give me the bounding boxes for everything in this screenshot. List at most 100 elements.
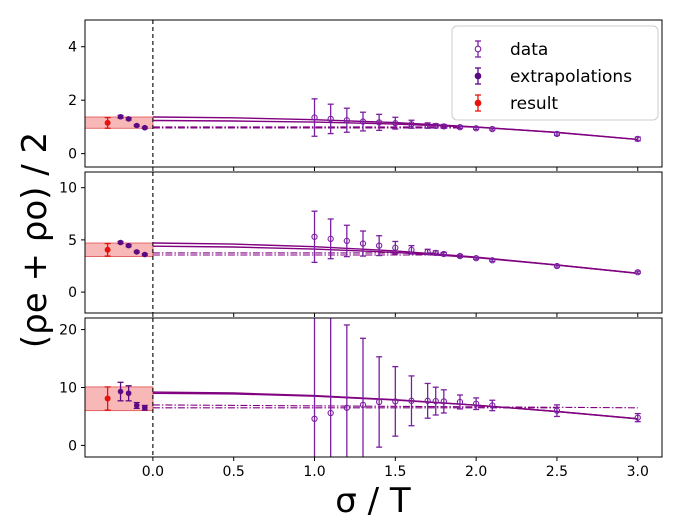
error-bar	[343, 107, 350, 133]
data-point	[440, 250, 447, 258]
extrapolation-point	[125, 116, 132, 122]
y-tick-label: 20	[59, 323, 77, 339]
error-bar	[440, 389, 447, 414]
data-point	[327, 409, 334, 417]
error-bar	[343, 324, 350, 457]
data-point	[489, 257, 496, 264]
data-point	[376, 119, 383, 126]
x-axis-label: σ / T	[335, 481, 411, 520]
data-point	[424, 397, 431, 404]
data-point	[432, 249, 439, 257]
y-tick-label: 5	[68, 233, 77, 249]
error-bar	[359, 111, 366, 132]
data-point	[392, 398, 399, 405]
extrapolation-point	[117, 113, 124, 120]
data-point	[311, 114, 318, 121]
extrapolation-point	[125, 390, 132, 397]
extrapolation-point	[117, 388, 124, 395]
x-tick-labels: 0.0 0.5 1.0 1.5 2.0 2.5 3.0	[142, 464, 649, 480]
data-point	[472, 125, 480, 132]
data-point	[472, 255, 480, 262]
panel-bottom: 0 10 20	[59, 317, 663, 461]
error-bar	[311, 210, 318, 263]
error-bar	[432, 386, 439, 416]
data-point	[392, 120, 399, 127]
extrapolation-point	[133, 122, 140, 129]
result-point	[104, 246, 111, 253]
plot-area	[85, 318, 662, 457]
extrapolation-point	[125, 242, 132, 249]
x-tick-label: 1.5	[384, 464, 406, 480]
legend-label-extrapolations: extrapolations	[510, 67, 632, 87]
data-point	[359, 401, 367, 409]
y-tick-label: 0	[68, 147, 77, 163]
data-point	[432, 122, 439, 129]
extrapolation-point	[142, 124, 148, 131]
legend-marker-data	[474, 40, 482, 58]
data-point	[424, 122, 431, 129]
result-point	[104, 395, 111, 402]
data-point	[440, 398, 447, 405]
x-tick-label: 2.5	[546, 464, 568, 480]
legend-marker-result	[474, 94, 482, 112]
error-bar	[311, 98, 318, 137]
data-point	[634, 135, 641, 143]
axes-frame	[84, 19, 663, 168]
data-point	[553, 407, 561, 414]
error-bar	[313, 318, 316, 457]
error-bar	[456, 394, 463, 410]
x-tick-label: 0.5	[223, 464, 245, 480]
data-point	[311, 415, 318, 422]
data-point	[408, 397, 415, 404]
extrapolation-point	[133, 402, 140, 409]
data-point	[392, 244, 399, 251]
legend-marker-dot	[474, 99, 482, 107]
legend-frame	[451, 25, 659, 121]
error-bar	[327, 103, 334, 135]
y-axis-label: (ρe + ρo) / 2	[15, 132, 55, 348]
result-point	[104, 119, 111, 126]
y-tick-label: 2	[68, 93, 77, 109]
x-tick-label: 2.0	[465, 464, 487, 480]
error-bar	[408, 375, 415, 427]
error-bar	[359, 230, 366, 257]
data-point	[376, 242, 383, 249]
error-bar	[392, 240, 399, 255]
data-point	[327, 235, 334, 242]
x-tick-label: 1.0	[303, 464, 325, 480]
data-point	[456, 124, 464, 131]
data-point	[343, 117, 350, 124]
y-tick-label: 10	[59, 181, 77, 197]
data-point	[359, 240, 367, 247]
data-point	[327, 115, 334, 123]
data-point	[456, 398, 464, 406]
y-tick-label: 0	[68, 438, 77, 454]
axes-frame	[84, 171, 663, 314]
extrapolation-point	[142, 251, 148, 258]
error-bar	[424, 382, 431, 419]
error-bar	[473, 397, 480, 411]
error-bar	[489, 399, 496, 412]
data-point	[634, 269, 641, 276]
y-tick-label: 4	[68, 40, 77, 56]
legend-label-data: data	[510, 40, 548, 60]
data-point	[376, 398, 383, 406]
error-bar	[376, 356, 383, 448]
data-point	[343, 404, 350, 411]
error-bar	[327, 218, 334, 260]
error-bar	[376, 235, 383, 257]
data-point	[553, 130, 561, 138]
data-point	[489, 402, 496, 409]
data-point	[343, 237, 350, 245]
data-point	[408, 246, 415, 253]
panel-middle: 0 5 10	[59, 171, 663, 317]
legend-label-result: result	[510, 94, 558, 114]
data-point	[456, 252, 464, 260]
legend: data extrapolations result	[451, 25, 659, 121]
error-bar	[376, 113, 383, 132]
legend-marker-dot	[474, 45, 482, 53]
legend-marker-dot	[474, 72, 482, 80]
data-point	[553, 262, 561, 270]
extrapolation-point	[133, 249, 140, 255]
